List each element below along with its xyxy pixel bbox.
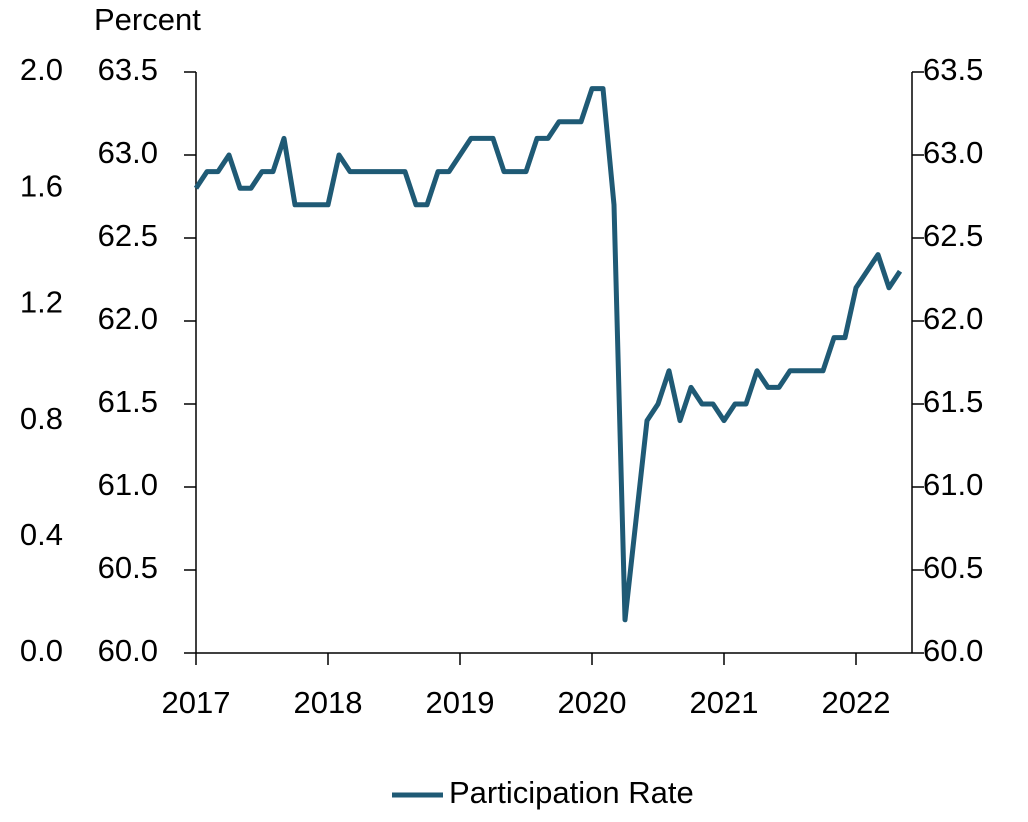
y2-tick-label: 0.0 <box>20 633 63 668</box>
y-tick-label: 62.5 <box>98 218 158 253</box>
y-tick-label-right: 62.5 <box>923 218 983 253</box>
y-tick-label-right: 63.5 <box>923 52 983 87</box>
y2-tick-label: 1.2 <box>20 285 63 320</box>
y2-tick-label: 0.4 <box>20 517 63 552</box>
x-tick-label: 2019 <box>426 685 495 720</box>
data-line <box>193 86 903 623</box>
y-tick-label: 60.0 <box>98 633 158 668</box>
y2-tick-label: 0.8 <box>20 401 63 436</box>
legend-label: Participation Rate <box>449 775 694 810</box>
x-tick-label: 2021 <box>690 685 759 720</box>
y-tick-label: 61.5 <box>98 384 158 419</box>
x-tick-label: 2020 <box>558 685 627 720</box>
y-tick-label-right: 62.0 <box>923 301 983 336</box>
y2-tick-label: 1.6 <box>20 168 63 203</box>
x-tick-label: 2022 <box>822 685 891 720</box>
x-tick-label: 2017 <box>162 685 231 720</box>
y-tick-label-right: 61.5 <box>923 384 983 419</box>
x-tick-label: 2018 <box>294 685 363 720</box>
y-tick-label: 60.5 <box>98 550 158 585</box>
y-axis-label: Percent <box>94 2 201 37</box>
y-tick-label-right: 63.0 <box>923 135 983 170</box>
y2-tick-label: 2.0 <box>20 52 63 87</box>
y-tick-label: 61.0 <box>98 467 158 502</box>
y-tick-label-right: 60.0 <box>923 633 983 668</box>
y-tick-label: 63.0 <box>98 135 158 170</box>
y-tick-label: 63.5 <box>98 52 158 87</box>
y-tick-label-right: 60.5 <box>923 550 983 585</box>
y-tick-label-right: 61.0 <box>923 467 983 502</box>
y-tick-label: 62.0 <box>98 301 158 336</box>
